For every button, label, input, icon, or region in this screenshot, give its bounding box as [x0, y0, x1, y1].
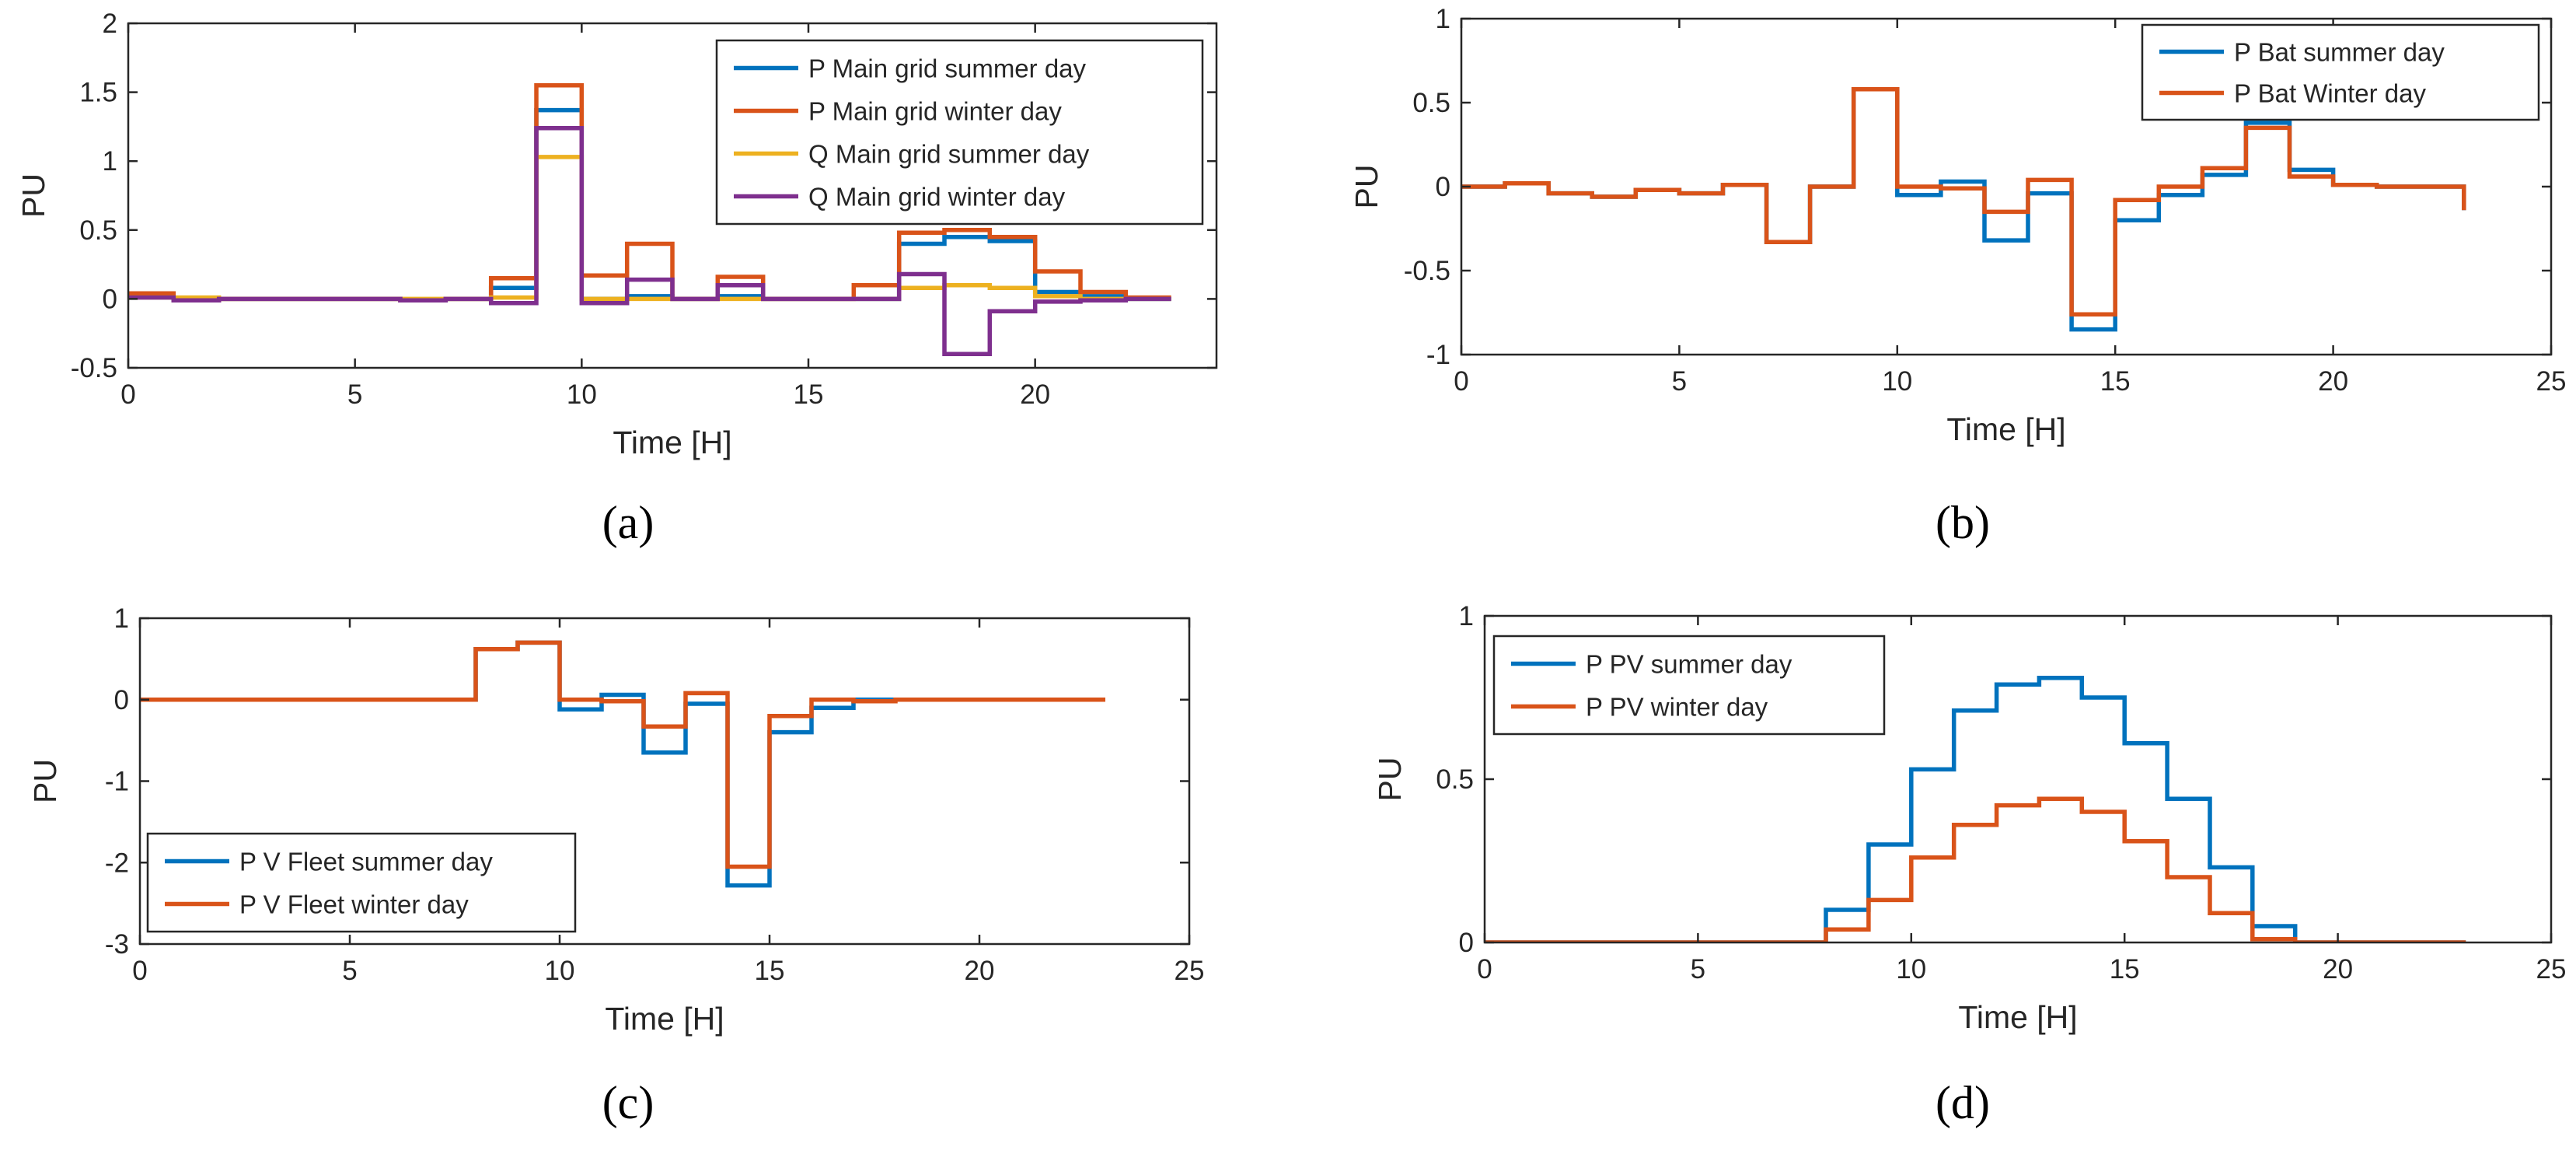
y-tick-label: 1.5 — [79, 78, 117, 108]
series-group — [1461, 86, 2466, 332]
series-line-2 — [1461, 86, 2466, 316]
series-line-2 — [140, 640, 1105, 869]
x-tick-label: 5 — [342, 956, 357, 986]
panel-label: (b) — [1935, 497, 1990, 548]
x-tick-label: 10 — [567, 379, 597, 410]
y-tick-label: 0.5 — [1436, 764, 1474, 795]
y-axis-label: PU — [16, 173, 51, 218]
y-tick-label: 1 — [103, 146, 117, 177]
y-axis-label: PU — [1372, 757, 1408, 802]
legend-entry-4: Q Main grid winter day — [808, 183, 1066, 212]
panel-d: 0 5 10 15 20 25 0 0.5 1 Time [H] PU P PV summer day… — [1372, 601, 2566, 1128]
x-tick-label: 15 — [755, 956, 785, 986]
y-tick-label: -1 — [105, 767, 129, 797]
x-tick-label: 15 — [2100, 366, 2131, 397]
legend-box — [146, 832, 577, 933]
x-tick-label: 0 — [1477, 954, 1492, 984]
legend-box — [715, 39, 1204, 226]
y-tick-label: 0 — [103, 284, 117, 314]
panel-c: 0 5 10 15 20 25 -3 -2 -1 0 1 Time [H] PU P V Fleet su… — [27, 603, 1204, 1128]
series-line-1 — [1485, 676, 2466, 942]
y-tick-label: -1 — [1426, 340, 1450, 370]
series-line-4 — [128, 125, 1171, 357]
y-tick-label: 1 — [1459, 601, 1474, 631]
legend: P PV summer day P PV winter day — [1492, 635, 1886, 736]
series-line-2 — [1485, 796, 2466, 942]
x-tick-label: 10 — [1896, 954, 1926, 984]
y-tick-label: 0 — [114, 685, 129, 715]
x-tick-label: 5 — [1691, 954, 1705, 984]
x-tick-label: 25 — [2536, 366, 2567, 397]
y-axis-label: PU — [1349, 165, 1384, 209]
legend-entry-2: P Bat Winter day — [2234, 79, 2427, 108]
axes-frame — [127, 22, 1218, 369]
y-tick-label: 2 — [103, 9, 117, 39]
x-tick-label: 10 — [1882, 366, 1912, 397]
y-tick-label: 0.5 — [1412, 88, 1450, 118]
y-tick-label: 0.5 — [79, 215, 117, 246]
legend-entry-1: P Main grid summer day — [808, 54, 1087, 83]
x-tick-label: 0 — [120, 379, 135, 410]
x-tick-label: 20 — [1020, 379, 1050, 410]
x-tick-label: 0 — [132, 956, 147, 986]
x-tick-label: 15 — [794, 379, 824, 410]
panel-label: (c) — [602, 1077, 654, 1128]
legend-entry-3: Q Main grid summer day — [808, 140, 1090, 169]
legend-box — [2141, 23, 2540, 121]
x-tick-label: 25 — [1175, 956, 1205, 986]
legend-entry-2: P V Fleet winter day — [239, 890, 469, 919]
legend: P V Fleet summer day P V Fleet winter day — [146, 832, 577, 933]
legend-entry-1: P PV summer day — [1586, 650, 1792, 679]
legend-entry-1: P Bat summer day — [2234, 38, 2445, 67]
x-tick-label: 20 — [2318, 366, 2348, 397]
panel-label: (a) — [602, 497, 654, 548]
legend-entry-2: P Main grid winter day — [808, 97, 1062, 126]
x-tick-label: 25 — [2536, 954, 2567, 984]
x-tick-label: 0 — [1454, 366, 1468, 397]
x-tick-label: 5 — [347, 379, 362, 410]
series-group — [1485, 676, 2466, 942]
x-tick-label: 15 — [2110, 954, 2140, 984]
y-tick-label: -3 — [105, 929, 129, 960]
legend: P Bat summer day P Bat Winter day — [2141, 23, 2540, 121]
x-tick-label: 10 — [545, 956, 575, 986]
x-axis-label: Time [H] — [1946, 411, 2065, 447]
y-tick-label: 0 — [1459, 928, 1474, 958]
panel-b: 0 5 10 15 20 25 -1 -0.5 0 0.5 1 Time [H] PU P Bat sum… — [1349, 4, 2566, 548]
y-tick-label: -2 — [105, 848, 129, 878]
y-tick-label: 1 — [114, 603, 129, 634]
x-tick-label: 5 — [1672, 366, 1687, 397]
x-tick-label: 20 — [965, 956, 995, 986]
legend: P Main grid summer day P Main grid winter… — [715, 39, 1204, 226]
y-tick-label: 1 — [1436, 4, 1450, 34]
series-group — [128, 82, 1171, 357]
legend-entry-2: P PV winter day — [1586, 693, 1768, 722]
y-tick-label: -0.5 — [1404, 256, 1450, 286]
y-tick-label: 0 — [1436, 172, 1450, 202]
series-group — [140, 640, 1105, 888]
x-axis-label: Time [H] — [1958, 999, 2077, 1035]
x-tick-label: 20 — [2323, 954, 2353, 984]
legend-entry-1: P V Fleet summer day — [239, 848, 493, 876]
x-axis-label: Time [H] — [613, 425, 731, 460]
y-axis-label: PU — [27, 759, 63, 803]
panel-label: (d) — [1935, 1077, 1990, 1128]
legend-box — [1492, 635, 1886, 736]
x-axis-label: Time [H] — [605, 1001, 724, 1037]
y-tick-label: -0.5 — [71, 353, 117, 383]
